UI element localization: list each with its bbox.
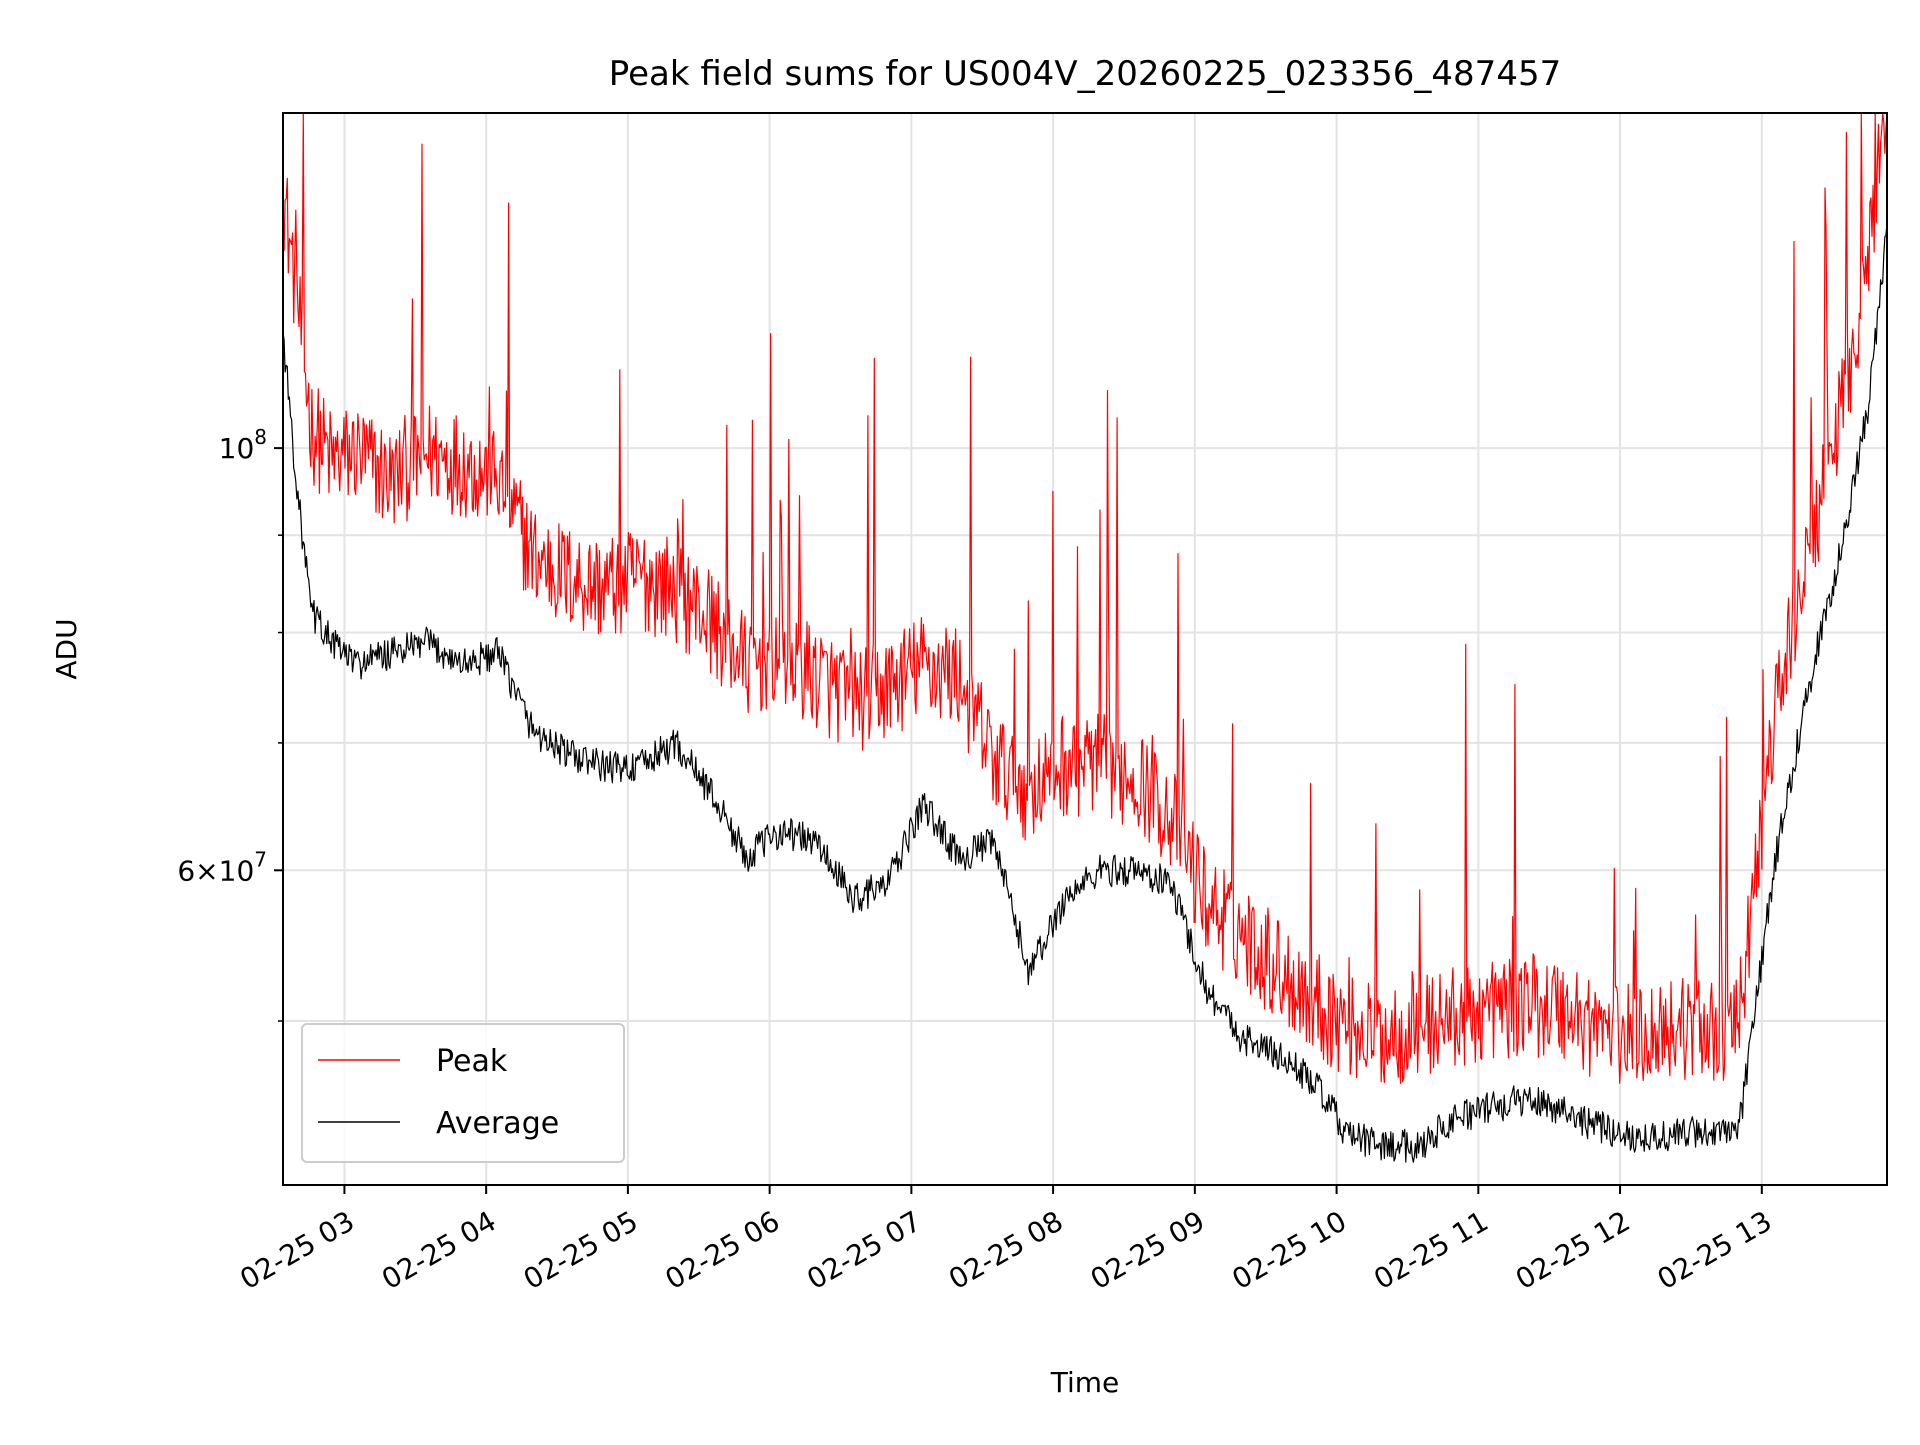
plot-frame bbox=[282, 112, 1888, 1186]
legend: Peak Average bbox=[301, 1023, 625, 1163]
y-tick-label-base: 10 bbox=[219, 432, 255, 465]
x-axis-label: Time bbox=[1050, 1366, 1120, 1399]
series-line-average bbox=[282, 222, 1888, 1163]
y-axis-label: ADU bbox=[50, 618, 83, 679]
y-tick-label-exponent: 8 bbox=[254, 425, 267, 449]
legend-label-average: Average bbox=[436, 1106, 559, 1141]
y-axis: 108 6×107 bbox=[177, 425, 283, 1022]
legend-box bbox=[301, 1023, 625, 1163]
chart-title: Peak field sums for US004V_20260225_0233… bbox=[609, 54, 1561, 94]
y-tick-label: 6×107 bbox=[177, 847, 267, 887]
legend-label-peak: Peak bbox=[436, 1044, 508, 1079]
plot-series bbox=[282, 112, 1888, 1163]
y-tick-label-base: 6×10 bbox=[177, 854, 254, 887]
y-tick-label: 108 bbox=[219, 425, 267, 465]
series-line-peak bbox=[282, 112, 1888, 1084]
y-tick-label-exponent: 7 bbox=[254, 847, 267, 871]
